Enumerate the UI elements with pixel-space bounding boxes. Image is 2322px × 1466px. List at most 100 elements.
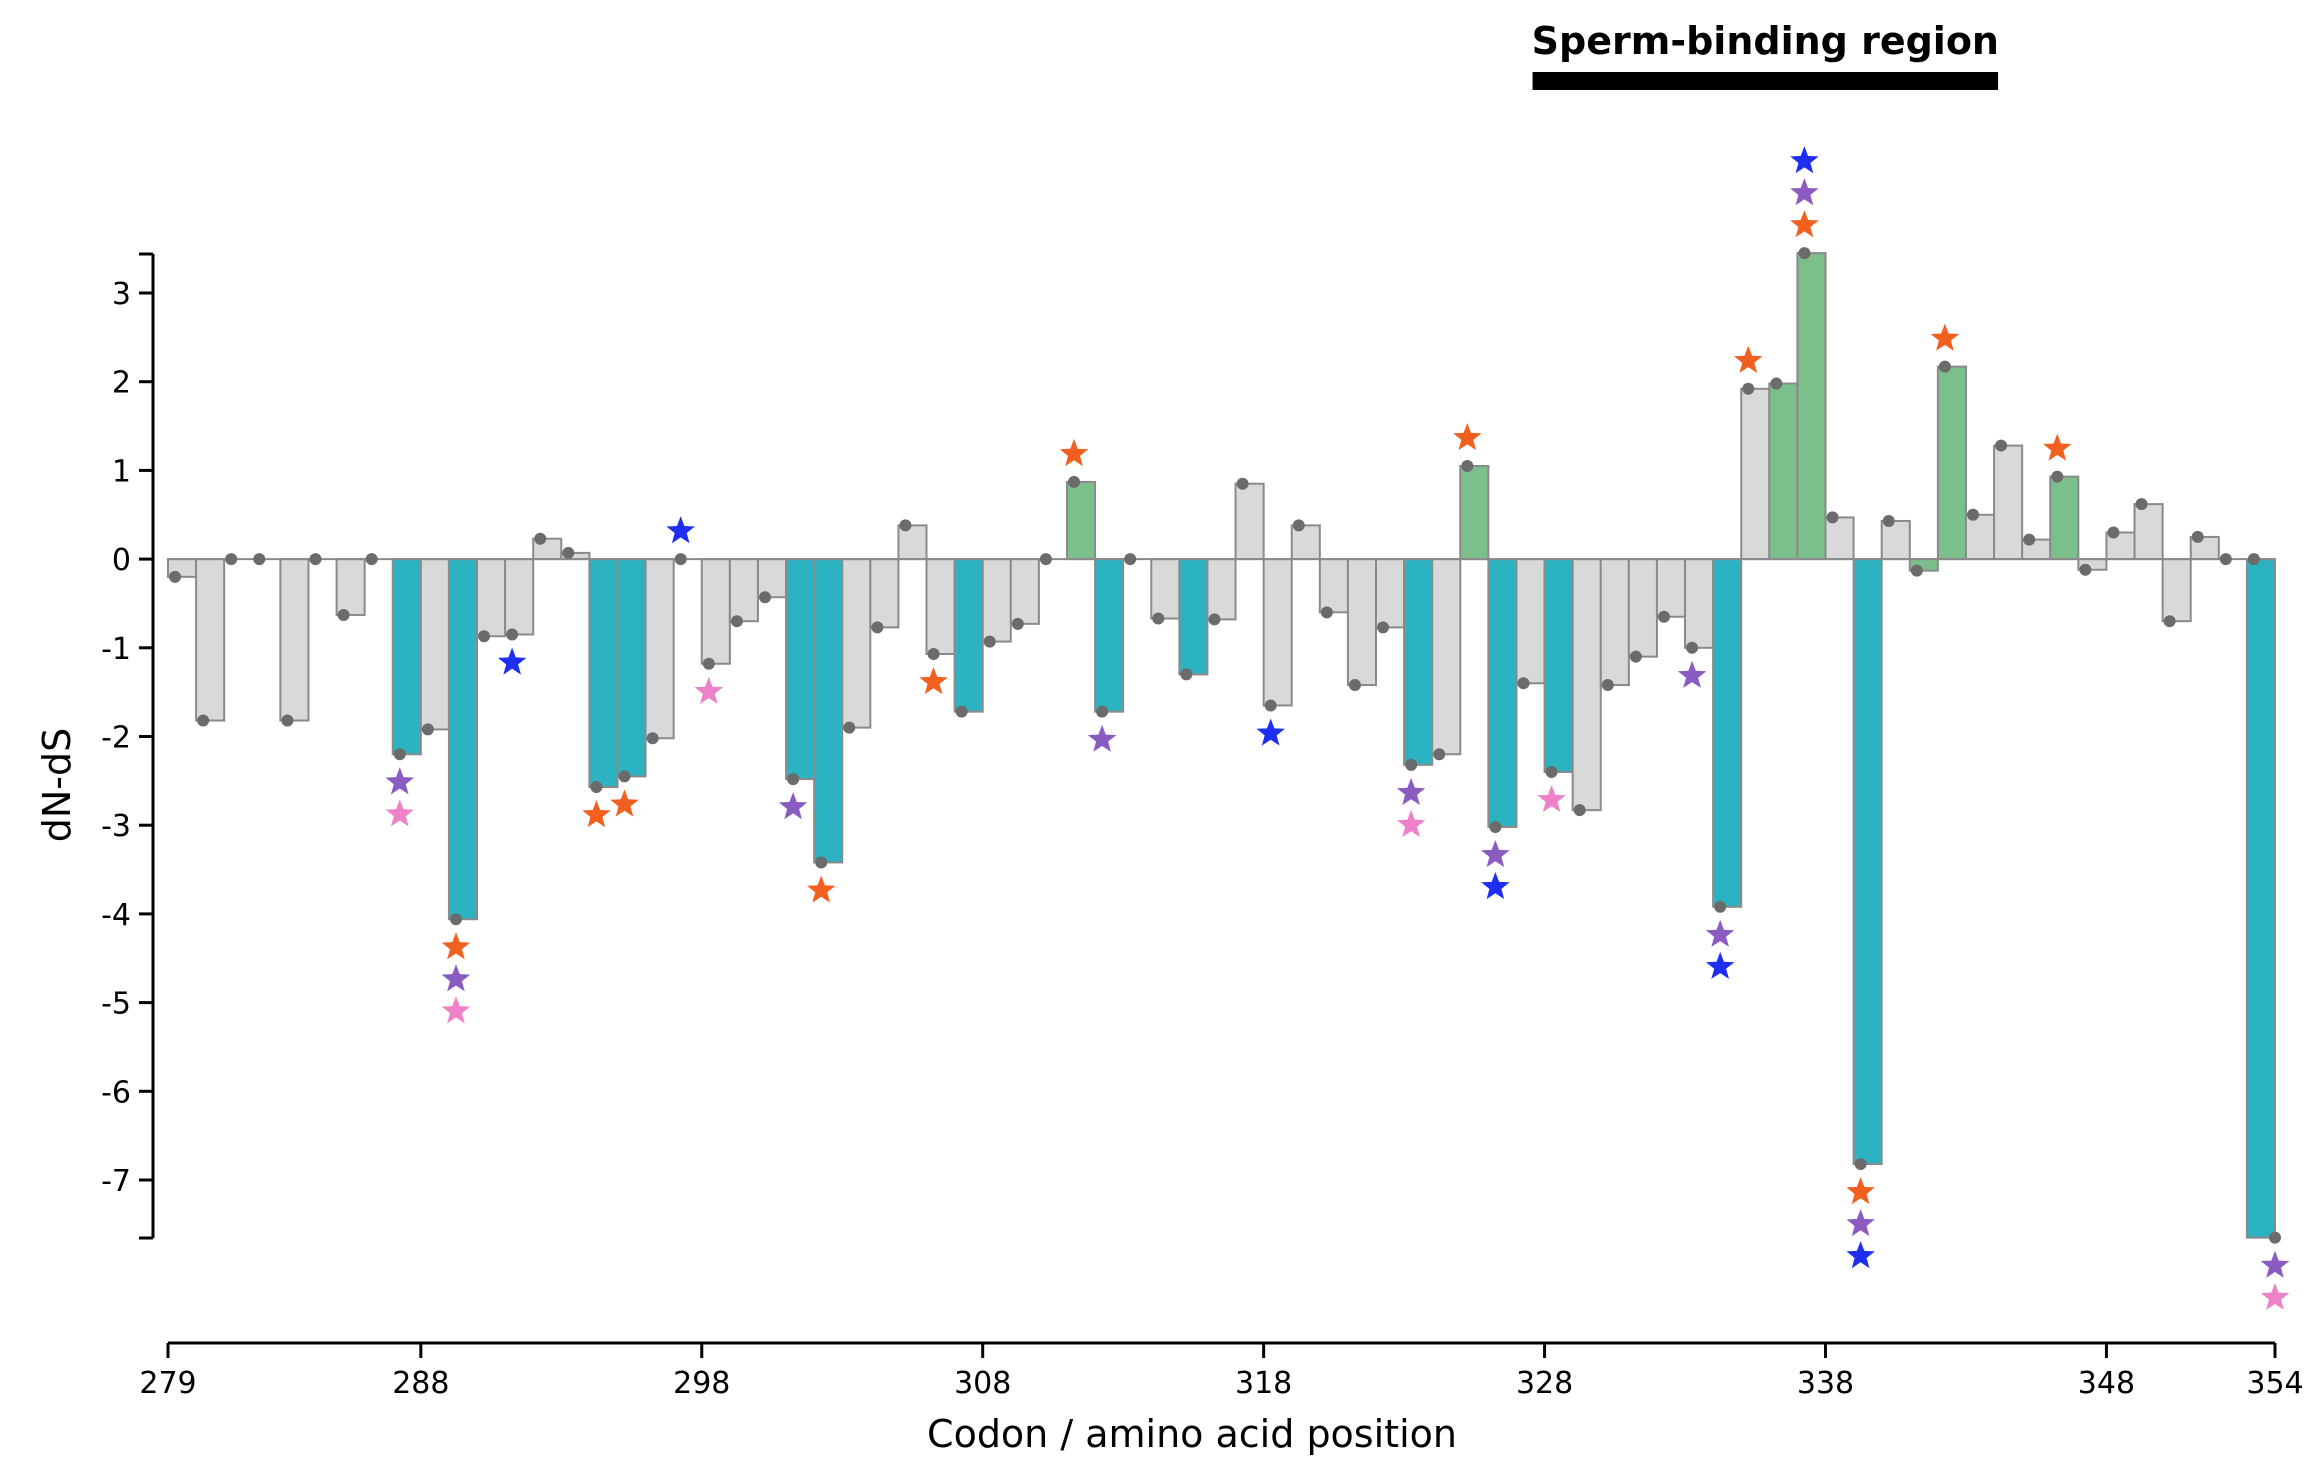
point-345 bbox=[2023, 533, 2036, 546]
stars-layer bbox=[385, 146, 2290, 1310]
bar-302 bbox=[813, 558, 844, 864]
y-tick-label--4: -4 bbox=[101, 898, 131, 933]
star-orange-294 bbox=[582, 800, 611, 828]
bar-317 bbox=[1234, 482, 1265, 561]
point-284 bbox=[309, 553, 322, 566]
star-blue-326 bbox=[1481, 872, 1510, 900]
point-322 bbox=[1377, 621, 1390, 634]
bar-291 bbox=[504, 558, 535, 636]
bar-287 bbox=[391, 558, 422, 756]
point-301 bbox=[787, 773, 800, 786]
point-295 bbox=[618, 770, 631, 783]
point-319 bbox=[1292, 519, 1305, 532]
bar-327 bbox=[1515, 558, 1546, 685]
point-326 bbox=[1489, 820, 1502, 833]
point-297 bbox=[674, 553, 687, 566]
point-304 bbox=[871, 621, 884, 634]
star-pink-354 bbox=[2260, 1282, 2290, 1310]
point-299 bbox=[730, 615, 743, 628]
bar-328 bbox=[1543, 558, 1574, 773]
bar-354 bbox=[2245, 558, 2277, 1239]
point-336 bbox=[1770, 377, 1783, 390]
x-tick-label-288: 288 bbox=[392, 1366, 449, 1401]
point-287 bbox=[393, 748, 406, 761]
point-298 bbox=[702, 657, 715, 670]
y-tick-label--3: -3 bbox=[101, 809, 131, 844]
star-blue-291 bbox=[497, 647, 527, 675]
bar-300 bbox=[756, 558, 788, 599]
point-314 bbox=[1152, 612, 1165, 625]
sperm-binding-region: Sperm-binding region bbox=[1532, 19, 1999, 90]
star-purple-337 bbox=[1790, 178, 1819, 206]
star-purple-339 bbox=[1846, 1209, 1875, 1237]
point-291 bbox=[506, 628, 519, 641]
point-351 bbox=[2191, 530, 2204, 543]
point-340 bbox=[1882, 514, 1895, 527]
bar-339 bbox=[1852, 558, 1883, 1166]
point-293 bbox=[562, 546, 575, 559]
point-311 bbox=[1068, 475, 1081, 488]
star-orange-295 bbox=[610, 789, 639, 817]
point-310 bbox=[1039, 553, 1052, 566]
point-324 bbox=[1433, 748, 1446, 761]
point-312 bbox=[1096, 705, 1109, 718]
point-305 bbox=[899, 519, 912, 532]
bar-316 bbox=[1206, 558, 1237, 621]
x-tick-label-354: 354 bbox=[2246, 1366, 2303, 1401]
bar-350 bbox=[2161, 558, 2192, 623]
star-purple-333 bbox=[1677, 660, 1707, 688]
point-316 bbox=[1208, 613, 1221, 626]
bar-338 bbox=[1824, 516, 1855, 561]
star-orange-339 bbox=[1846, 1177, 1875, 1205]
point-288 bbox=[421, 723, 434, 736]
y-tick-label--6: -6 bbox=[101, 1075, 131, 1110]
point-346 bbox=[2051, 470, 2064, 483]
bar-285 bbox=[335, 558, 366, 616]
bar-280 bbox=[195, 558, 226, 722]
y-tick-label-0: 0 bbox=[112, 543, 131, 578]
point-329 bbox=[1573, 804, 1586, 817]
bar-314 bbox=[1150, 558, 1181, 620]
star-pink-328 bbox=[1537, 785, 1566, 813]
star-pink-289 bbox=[441, 996, 471, 1024]
point-296 bbox=[646, 732, 659, 745]
bar-335 bbox=[1740, 387, 1771, 561]
point-348 bbox=[2107, 526, 2120, 539]
bar-326 bbox=[1487, 558, 1518, 828]
bar-340 bbox=[1880, 519, 1911, 561]
bar-299 bbox=[728, 558, 759, 623]
point-347 bbox=[2079, 563, 2092, 576]
dots-layer bbox=[169, 247, 2281, 1244]
y-tick-label-2: 2 bbox=[112, 366, 131, 401]
point-337 bbox=[1798, 247, 1811, 260]
bar-330 bbox=[1599, 558, 1630, 687]
bar-318 bbox=[1262, 558, 1293, 707]
star-pink-287 bbox=[385, 799, 414, 827]
star-purple-287 bbox=[385, 767, 414, 795]
bar-303 bbox=[841, 558, 872, 729]
bar-298 bbox=[700, 558, 731, 665]
point-354 bbox=[2269, 1231, 2281, 1244]
bar-295 bbox=[616, 558, 647, 778]
point-318 bbox=[1264, 699, 1277, 712]
bar-307 bbox=[953, 558, 984, 713]
y-axis-title: dN-dS bbox=[35, 728, 79, 843]
bar-288 bbox=[419, 558, 450, 731]
point-279 bbox=[169, 570, 182, 583]
star-purple-301 bbox=[778, 792, 808, 820]
y-tick-label--1: -1 bbox=[101, 632, 131, 667]
point-309 bbox=[1011, 617, 1024, 630]
star-pink-323 bbox=[1396, 809, 1426, 837]
star-blue-339 bbox=[1846, 1241, 1875, 1269]
bars-layer bbox=[167, 252, 2277, 1239]
bar-304 bbox=[869, 558, 900, 629]
point-302 bbox=[815, 856, 828, 869]
point-292 bbox=[534, 532, 547, 545]
star-orange-335 bbox=[1734, 345, 1763, 373]
point-339 bbox=[1854, 1158, 1867, 1171]
point-313 bbox=[1124, 553, 1137, 566]
bar-301 bbox=[785, 558, 816, 781]
bar-336 bbox=[1768, 382, 1799, 561]
point-317 bbox=[1236, 477, 1249, 490]
point-290 bbox=[478, 630, 491, 643]
